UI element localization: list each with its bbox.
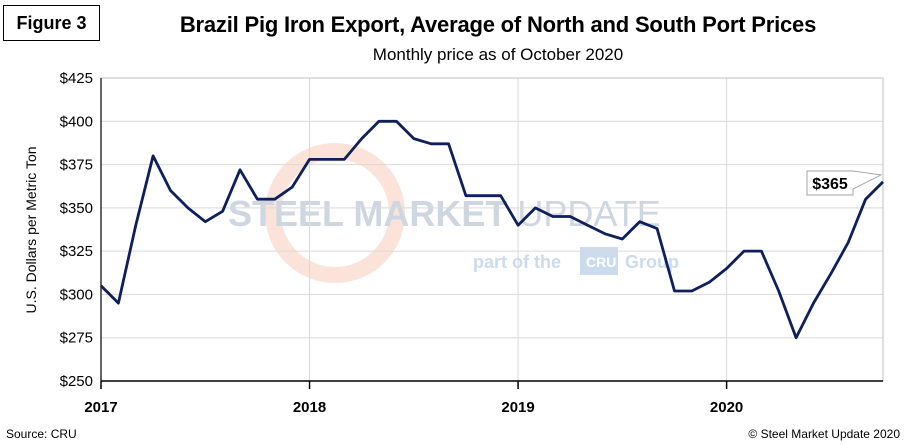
x-tick-label: 2020: [710, 399, 743, 416]
y-axis-label: U.S. Dollars per Metric Ton: [23, 146, 39, 313]
watermark-group: Group: [625, 252, 679, 272]
annotation-callout-box: [806, 170, 883, 196]
series-layer: [100, 119, 884, 340]
y-tick-label: $375: [60, 157, 93, 174]
watermark-part-of: part of the: [473, 252, 561, 272]
x-tick-label: 2018: [293, 399, 326, 416]
series-line: [100, 119, 884, 340]
y-tick-label: $425: [60, 70, 93, 87]
watermark-market: MARKET: [343, 193, 517, 234]
x-tick-label: 2017: [84, 399, 117, 416]
watermark-steel: STEEL: [228, 193, 343, 234]
annotation-label: $365: [812, 176, 848, 193]
y-tick-label: $275: [60, 330, 93, 347]
y-tick-label: $350: [60, 200, 93, 217]
watermark-cru: CRU: [586, 254, 616, 270]
y-tick-label: $250: [60, 373, 93, 390]
chart-title: Brazil Pig Iron Export, Average of North…: [179, 12, 817, 37]
x-tick-label: 2019: [501, 399, 534, 416]
chart-subtitle: Monthly price as of October 2020: [372, 45, 624, 64]
watermark-line2: part of the: [473, 252, 561, 272]
watermark-logo: STEEL MARKET UPDATE part of the CRU Grou…: [228, 143, 679, 283]
annotation-layer: $365: [806, 170, 883, 196]
watermark-update: UPDATE: [517, 193, 660, 234]
source-note: Source: CRU: [6, 427, 77, 441]
watermark-cru-box: [580, 247, 618, 275]
axes: $250 $275 $300 $325 $350 $375 $400 $425 2017 2018…: [60, 70, 883, 416]
figure-label: Figure 3: [3, 5, 100, 41]
watermark-line1: STEEL MARKET UPDATE: [228, 193, 661, 234]
copyright-note: © Steel Market Update 2020: [748, 427, 900, 441]
y-tick-label: $325: [60, 243, 93, 260]
y-tick-label: $300: [60, 286, 93, 303]
watermark-ring-icon: [265, 143, 405, 283]
y-tick-label: $400: [60, 113, 93, 130]
